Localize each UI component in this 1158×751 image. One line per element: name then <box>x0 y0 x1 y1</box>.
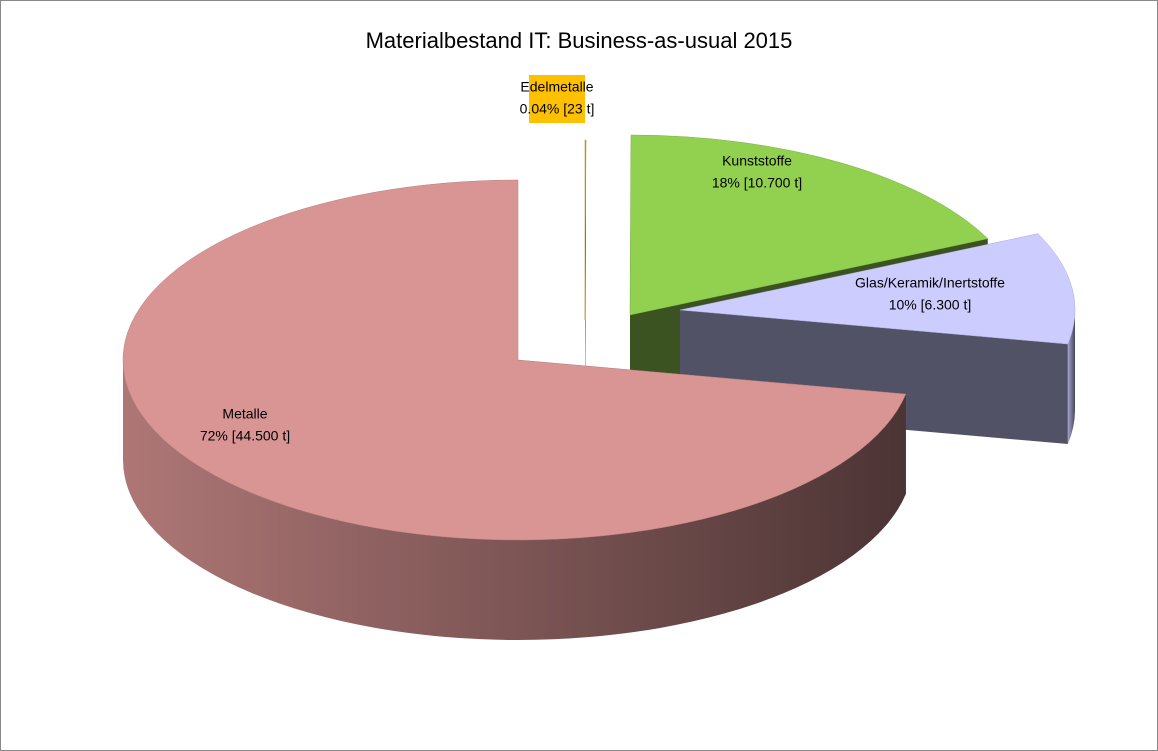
data-label: Metalle 72% [44.500 t] <box>200 406 290 444</box>
value-label: 72% [44.500 t] <box>200 428 290 444</box>
category-label: Kunststoffe <box>722 153 792 169</box>
data-label: Kunststoffe 18% [10.700 t] <box>712 153 802 191</box>
category-label: Metalle <box>222 406 267 422</box>
slice <box>679 233 1076 345</box>
value-label: 18% [10.700 t] <box>712 175 802 191</box>
data-label: Glas/Keramik/Inertstoffe 10% [6.300 t] <box>855 275 1005 313</box>
label-background <box>529 75 585 123</box>
value-label: 10% [6.300 t] <box>889 297 972 313</box>
slice-wall <box>1067 310 1075 445</box>
slice <box>122 179 907 541</box>
slice-wall <box>123 360 906 641</box>
data-label: Edelmetalle 0.04% [23 t] <box>520 75 595 123</box>
category-label: Glas/Keramik/Inertstoffe <box>855 275 1005 291</box>
chart-title: Materialbestand IT: Business-as-usual 20… <box>366 28 793 53</box>
slice <box>629 134 989 316</box>
value-label: 0.04% [23 t] <box>520 101 595 117</box>
category-label: Edelmetalle <box>520 79 593 95</box>
slice <box>584 139 587 321</box>
